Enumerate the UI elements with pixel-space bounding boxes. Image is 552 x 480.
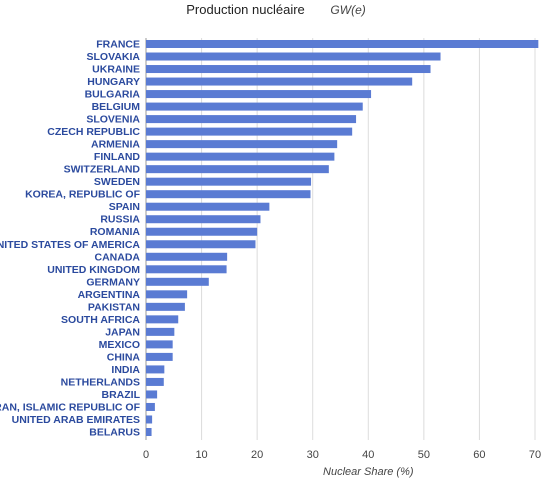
category-label: CANADA <box>95 251 141 263</box>
bar[interactable] <box>146 415 153 424</box>
bar[interactable] <box>146 240 256 249</box>
category-label: ARGENTINA <box>78 289 141 301</box>
bar[interactable] <box>146 102 363 111</box>
bar[interactable] <box>146 127 353 136</box>
x-tick-labels: 0 10 20 30 40 50 60 70 <box>143 449 541 461</box>
bar[interactable] <box>146 90 372 99</box>
bar[interactable] <box>146 428 152 436</box>
chart-title-row: Production nucléaire GW(e) <box>0 2 552 17</box>
x-tick-label: 0 <box>143 449 149 461</box>
category-labels: FRANCESLOVAKIAUKRAINEHUNGARYBULGARIABELG… <box>0 39 141 439</box>
bar[interactable] <box>146 190 311 199</box>
bar[interactable] <box>146 390 158 399</box>
bars-group <box>146 40 539 436</box>
bar[interactable] <box>146 215 261 224</box>
bar[interactable] <box>146 352 173 361</box>
category-label: CHINA <box>107 351 141 363</box>
bar[interactable] <box>146 227 258 236</box>
category-label: IRAN, ISLAMIC REPUBLIC OF <box>0 401 141 413</box>
x-tick-label: 60 <box>473 449 485 461</box>
grid-lines <box>145 38 536 440</box>
category-label: FRANCE <box>96 39 140 51</box>
category-label: JAPAN <box>105 326 140 338</box>
bar[interactable] <box>146 252 228 261</box>
category-label: CZECH REPUBLIC <box>47 126 140 138</box>
bar[interactable] <box>146 165 329 174</box>
x-tick-label: 10 <box>195 449 207 461</box>
category-label: RUSSIA <box>100 214 140 226</box>
category-label: BULGARIA <box>85 89 141 101</box>
category-label: SWITZERLAND <box>64 164 141 176</box>
category-label: SOUTH AFRICA <box>61 314 140 326</box>
bar[interactable] <box>146 65 431 74</box>
x-tick-label: 70 <box>529 449 541 461</box>
category-label: GERMANY <box>86 276 140 288</box>
category-label: SLOVENIA <box>86 114 140 126</box>
category-label: ARMENIA <box>91 139 140 151</box>
bar[interactable] <box>146 402 155 411</box>
x-tick-label: 50 <box>418 449 430 461</box>
category-label: SPAIN <box>109 201 140 213</box>
bar[interactable] <box>146 177 312 186</box>
x-tick-label: 30 <box>307 449 319 461</box>
bar[interactable] <box>146 365 165 374</box>
category-label: UKRAINE <box>92 64 140 76</box>
category-label: SLOVAKIA <box>87 51 141 63</box>
x-tick-label: 20 <box>251 449 263 461</box>
bar[interactable] <box>146 40 539 48</box>
category-label: FINLAND <box>94 151 140 163</box>
bar[interactable] <box>146 52 441 61</box>
category-label: BRAZIL <box>102 389 141 401</box>
x-axis-title: Nuclear Share (%) <box>323 466 414 478</box>
bar[interactable] <box>146 77 413 86</box>
bar[interactable] <box>146 315 179 324</box>
bar[interactable] <box>146 302 185 311</box>
category-label: PAKISTAN <box>88 301 140 313</box>
x-tick-label: 40 <box>362 449 374 461</box>
bar[interactable] <box>146 290 188 299</box>
bar[interactable] <box>146 277 209 286</box>
bar[interactable] <box>146 152 335 161</box>
category-label: UNITED STATES OF AMERICA <box>0 239 140 251</box>
bar[interactable] <box>146 340 173 349</box>
category-label: HUNGARY <box>87 76 140 88</box>
bar[interactable] <box>146 327 175 336</box>
category-label: BELARUS <box>89 427 140 439</box>
bar[interactable] <box>146 265 227 274</box>
category-label: UNITED ARAB EMIRATES <box>12 414 140 426</box>
category-label: NETHERLANDS <box>61 376 140 388</box>
category-label: SWEDEN <box>94 176 140 188</box>
bar[interactable] <box>146 140 338 149</box>
chart-title: Production nucléaire <box>186 2 305 17</box>
category-label: ROMANIA <box>90 226 141 238</box>
bar[interactable] <box>146 202 270 211</box>
category-label: MEXICO <box>99 339 140 351</box>
category-label: KOREA, REPUBLIC OF <box>25 189 141 201</box>
category-label: INDIA <box>111 364 140 376</box>
chart-unit-label: GW(e) <box>330 3 366 17</box>
bar[interactable] <box>146 115 357 124</box>
category-label: UNITED KINGDOM <box>47 264 140 276</box>
bar[interactable] <box>146 377 164 386</box>
category-label: BELGIUM <box>92 101 141 113</box>
